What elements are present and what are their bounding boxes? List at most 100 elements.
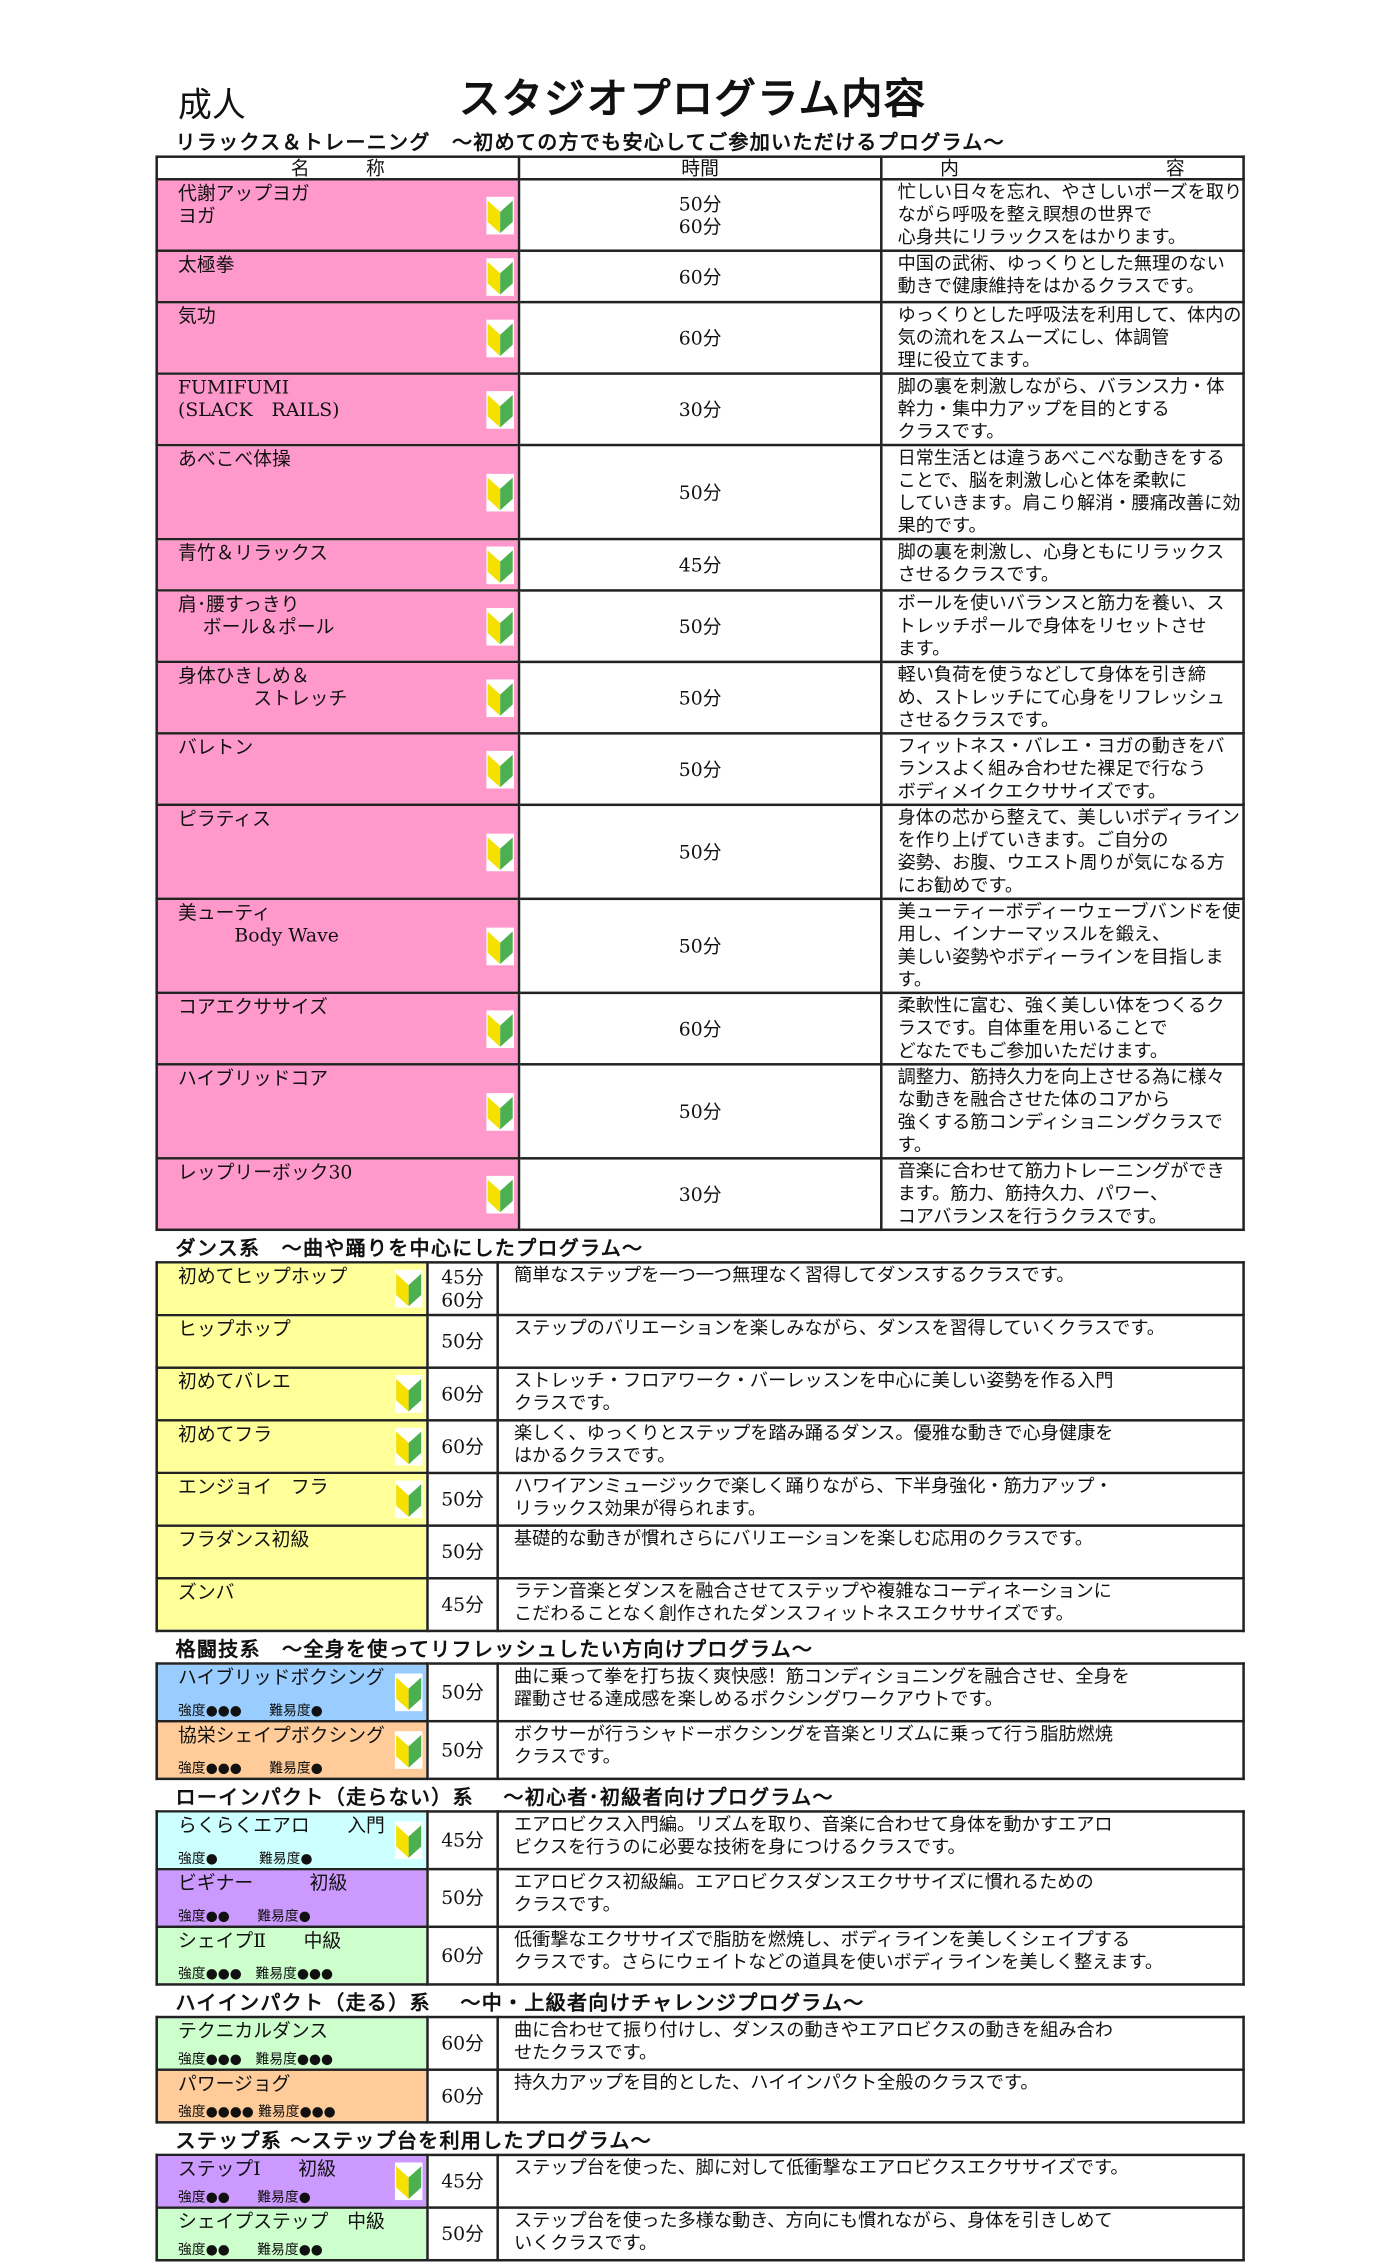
program-description: 持久力アップを目的とした、ハイインパクト全般のクラスです。: [496, 2068, 1245, 2124]
table-row: 協栄シェイプボクシング 強度●●● 難易度● 50分 ボクサーが行うシャドーボク…: [155, 1719, 1245, 1781]
program-description: 身体の芯から整えて、美しいボディラインを作り上げていきます。ご自分の 姿勢、お腹…: [880, 803, 1245, 901]
program-name: テクニカルダンス: [178, 2019, 329, 2043]
program-name-cell: FUMIFUMI (SLACK RAILS): [155, 372, 521, 447]
table-row: 美ューティ Body Wave 50分 美ューティーボディーウェーブバンドを使用…: [155, 897, 1245, 995]
program-duration: 50分: [426, 1471, 499, 1527]
duration-text: 50分: [678, 934, 722, 958]
duration-text: 60分: [441, 2084, 484, 2108]
table-row: テクニカルダンス 強度●●● 難易度●●● 60分 曲に合わせて振り付けし、ダン…: [155, 2015, 1245, 2071]
program-table: 初めてヒップホップ 45分 60分 簡単なステップを一つ一つ無理なく習得してダン…: [155, 1261, 1245, 1633]
section-heading: ローインパクト（走らない）系 ～初心者･初級者向けプログラム～: [175, 1785, 834, 1809]
duration-text: 30分: [678, 398, 722, 421]
program-name-cell: ヒップホップ: [155, 1313, 429, 1369]
duration-text: 50分: [441, 1886, 484, 1910]
duration-text: 45分: [441, 1829, 484, 1852]
program-duration: 50分: [426, 2206, 499, 2262]
program-name: 気功: [178, 304, 216, 328]
program-name-cell: ビギナー 初級 強度●● 難易度●: [155, 1867, 429, 1929]
program-duration: 50分: [426, 1524, 499, 1580]
table-row: ハイブリッドボクシング 強度●●● 難易度● 50分 曲に乗って拳を打ち抜く爽快…: [155, 1662, 1245, 1723]
program-duration: 45分: [426, 1810, 499, 1871]
table-row: エンジョイ フラ 50分 ハワイアンミュージックで楽しく踊りながら、下半身強化・…: [155, 1471, 1245, 1527]
program-duration: 50分: [426, 1662, 499, 1723]
program-duration: 50分: [426, 1719, 499, 1781]
program-name: 初めてバレエ: [178, 1370, 291, 1393]
program-list: リラックス＆トレーニング ～初めての方でも安心してご参加いただけるプログラム～名…: [0, 125, 1379, 2262]
duration-text: 60分: [678, 326, 722, 350]
beginner-mark-icon: [486, 196, 514, 234]
program-name: 肩･腰すっきり ボール＆ポール: [178, 592, 335, 639]
program-name-cell: 初めてヒップホップ: [155, 1261, 429, 1317]
program-duration: 50分: [517, 803, 883, 901]
program-name-cell: ピラティス: [155, 803, 521, 901]
program-name-cell: テクニカルダンス 強度●●● 難易度●●●: [155, 2015, 429, 2071]
program-name: パワージョグ: [178, 2072, 291, 2095]
program-name-cell: ステップⅠ 初級 強度●● 難易度●: [155, 2153, 429, 2209]
program-duration: 60分: [517, 300, 883, 375]
duration-text: 50分: [678, 686, 722, 709]
beginner-mark-icon: [486, 927, 514, 965]
beginner-mark-icon: [486, 545, 514, 584]
program-name: ハイブリッドコア: [178, 1066, 329, 1090]
program-description: 脚の裏を刺激し、心身ともにリラックスさせるクラスです。: [880, 537, 1245, 592]
program-name: 協栄シェイプボクシング: [178, 1723, 385, 1747]
table-row: パワージョグ 強度●●●● 難易度●●● 60分 持久力アップを目的とした、ハイ…: [155, 2068, 1245, 2124]
program-name-cell: 気功: [155, 300, 521, 375]
table-row: フラダンス初級 50分 基礎的な動きが慣れさらにバリエーションを楽しむ応用のクラ…: [155, 1524, 1245, 1580]
program-name-cell: フラダンス初級: [155, 1524, 429, 1580]
program-name-cell: ズンバ: [155, 1577, 429, 1633]
program-name: FUMIFUMI (SLACK RAILS): [178, 376, 340, 422]
table-row: ヒップホップ 50分 ステップのバリエーションを楽しみながら、ダンスを習得してい…: [155, 1313, 1245, 1369]
program-name: フラダンス初級: [178, 1528, 310, 1551]
beginner-mark-icon: [394, 1269, 423, 1308]
program-name: 青竹＆リラックス: [178, 541, 328, 565]
beginner-mark-icon: [394, 2162, 423, 2201]
program-table: 名 称時間内 容 代謝アップヨガ ヨガ 50分 60分 忙しい日々を忘れ、やさし…: [155, 155, 1245, 1232]
program-duration: 50分: [517, 897, 883, 995]
intensity-difficulty: 強度●●●● 難易度●●●: [178, 2103, 336, 2120]
program-duration: 60分: [517, 249, 883, 304]
table-header-row: 名 称時間内 容: [155, 155, 1245, 181]
column-header-time: 時間: [517, 155, 883, 181]
beginner-mark-icon: [486, 1092, 514, 1131]
program-name-cell: コアエクササイズ: [155, 991, 521, 1066]
duration-text: 50分: [441, 1540, 484, 1564]
program-name-cell: 代謝アップヨガ ヨガ: [155, 178, 521, 252]
program-description: 基礎的な動きが慣れさらにバリエーションを楽しむ応用のクラスです。: [496, 1524, 1245, 1580]
program-duration: 60分: [426, 1366, 499, 1422]
table-row: ズンバ 45分 ラテン音楽とダンスを融合させてステップや複雑なコーディネーション…: [155, 1577, 1245, 1633]
duration-text: 50分 60分: [678, 192, 722, 238]
program-name-cell: あべこべ体操: [155, 443, 521, 541]
duration-text: 50分: [678, 757, 722, 781]
intensity-difficulty: 強度●●● 難易度●●●: [178, 2050, 333, 2068]
program-duration: 50分: [517, 732, 883, 807]
column-header-content: 内 容: [880, 155, 1245, 181]
program-duration: 50分: [426, 1313, 499, 1369]
duration-text: 50分: [441, 1738, 484, 1762]
table-row: ステップⅠ 初級 強度●● 難易度● 45分 ステップ台を使った、脚に対して低衝…: [155, 2153, 1245, 2209]
program-description: エアロビクス入門編。リズムを取り、音楽に合わせて身体を動かすエアロ ビクスを行う…: [496, 1810, 1245, 1871]
program-table: らくらくエアロ 入門 強度● 難易度● 45分 エアロビクス入門編。リズムを取り…: [155, 1810, 1245, 1986]
program-description: ステップ台を使った、脚に対して低衝撃なエアロビクスエクササイズです。: [496, 2153, 1245, 2209]
table-row: 太極拳 60分 中国の武術、ゆっくりとした無理のない動きで健康維持をはかるクラス…: [155, 249, 1245, 304]
program-description: 音楽に合わせて筋力トレーニングができます。筋力、筋持久力、パワー、 コアバランス…: [880, 1157, 1245, 1232]
program-table: ハイブリッドボクシング 強度●●● 難易度● 50分 曲に乗って拳を打ち抜く爽快…: [155, 1662, 1245, 1781]
program-name-cell: エンジョイ フラ: [155, 1471, 429, 1527]
program-name: 身体ひきしめ＆ ストレッチ: [178, 664, 348, 710]
program-description: フィットネス・バレエ・ヨガの動きをバランスよく組み合わせた裸足で行なう ボディメ…: [880, 732, 1245, 807]
program-description: ラテン音楽とダンスを融合させてステップや複雑なコーディネーションに こだわること…: [496, 1577, 1245, 1633]
program-duration: 45分: [426, 2153, 499, 2209]
program-name: ズンバ: [178, 1580, 235, 1604]
duration-text: 50分: [678, 840, 722, 864]
duration-text: 50分: [678, 1100, 722, 1123]
program-name: シェイプⅡ 中級: [178, 1929, 342, 1952]
program-name: 太極拳: [178, 253, 235, 276]
table-row: 青竹＆リラックス 45分 脚の裏を刺激し、心身ともにリラックスさせるクラスです。: [155, 537, 1245, 592]
table-row: バレトン 50分 フィットネス・バレエ・ヨガの動きをバランスよく組み合わせた裸足…: [155, 732, 1245, 807]
program-duration: 60分: [426, 2068, 499, 2124]
table-row: コアエクササイズ 60分 柔軟性に富む、強く美しい体をつくるクラスです。自体重を…: [155, 991, 1245, 1066]
table-row: 身体ひきしめ＆ ストレッチ 50分 軽い負荷を使うなどして身体を引き締め、ストレ…: [155, 660, 1245, 735]
program-duration: 45分 60分: [426, 1261, 499, 1317]
duration-text: 60分: [441, 1944, 484, 1967]
program-name-cell: 肩･腰すっきり ボール＆ポール: [155, 589, 521, 664]
